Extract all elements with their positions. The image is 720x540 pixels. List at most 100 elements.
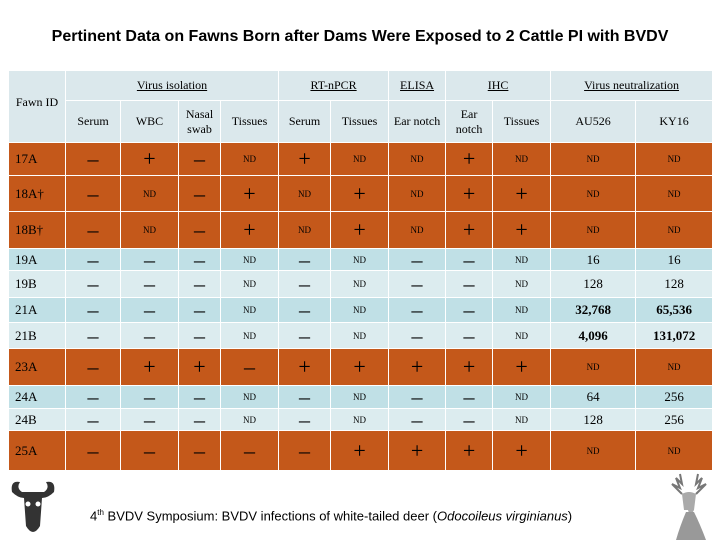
table-cell: – — [388, 248, 447, 271]
column-header: Tissues — [330, 100, 390, 143]
table-cell: – — [65, 248, 121, 271]
table-cell: – — [278, 270, 332, 298]
table-row: 19B – – – ND – ND – – ND 128 128 — [8, 270, 714, 298]
table-cell: 16 — [550, 248, 637, 271]
table-cell: ND — [278, 211, 332, 249]
table-cell: – — [445, 322, 494, 349]
table-cell: ND — [120, 175, 179, 212]
table-cell: + — [492, 430, 552, 471]
row-id: 21B — [8, 322, 66, 349]
table-cell: – — [65, 408, 121, 431]
table-cell: ND — [635, 175, 714, 212]
table-cell: – — [388, 270, 447, 298]
table-cell: – — [65, 348, 121, 386]
group-header: Virus isolation — [64, 70, 280, 101]
table-cell: + — [120, 348, 179, 386]
table-cell: + — [492, 348, 552, 386]
table-row: 21A – – – ND – ND – – ND 32,768 65,536 — [8, 297, 714, 323]
group-header: Fawn ID — [8, 70, 66, 143]
table-cell: ND — [388, 142, 447, 176]
footer-text: BVDV Symposium: BVDV infections of white… — [103, 508, 437, 524]
table-cell: – — [445, 248, 494, 271]
table-cell: ND — [219, 322, 280, 349]
table-cell: 65,536 — [635, 297, 714, 323]
table-cell: + — [219, 211, 280, 249]
table-cell: – — [178, 385, 221, 409]
column-header: KY16 — [635, 100, 714, 143]
table-cell: ND — [550, 142, 637, 176]
table-cell: ND — [330, 270, 390, 298]
table-row: 18B† – ND – + ND + ND + + ND ND — [8, 211, 714, 249]
column-header: Tissues — [492, 100, 552, 143]
table-cell: – — [65, 430, 121, 471]
table-cell: ND — [330, 322, 390, 349]
table-cell: + — [178, 348, 221, 386]
table-row: 25A – – – – – + + + + ND ND — [8, 430, 714, 471]
table-cell: ND — [219, 270, 280, 298]
table-cell: ND — [278, 175, 332, 212]
table-cell: + — [492, 211, 552, 249]
group-header: IHC — [445, 70, 552, 101]
table-cell: + — [388, 348, 447, 386]
table-cell: – — [178, 270, 221, 298]
footer-text: ) — [567, 508, 573, 524]
table-cell: + — [330, 175, 390, 212]
table-row: 21B – – – ND – ND – – ND 4,096 131,072 — [8, 322, 714, 349]
table-cell: – — [120, 430, 179, 471]
table-cell: + — [330, 348, 390, 386]
table-cell: ND — [219, 297, 280, 323]
table-cell: – — [65, 175, 121, 212]
row-id: 17A — [8, 142, 66, 176]
table-cell: – — [178, 430, 221, 471]
table-cell: + — [278, 142, 332, 176]
table-cell: ND — [330, 385, 390, 409]
column-header: AU526 — [550, 100, 637, 143]
table-cell: ND — [492, 297, 552, 323]
table-cell: ND — [330, 142, 390, 176]
table-cell: ND — [635, 430, 714, 471]
table-cell: – — [219, 348, 280, 386]
table-cell: 131,072 — [635, 322, 714, 349]
table-cell: 128 — [550, 408, 637, 431]
table-cell: – — [178, 142, 221, 176]
table-cell: + — [445, 142, 494, 176]
header-row: Fawn ID Virus isolation RT-nPCR ELISA IHC Vir… — [8, 70, 714, 143]
table-cell: – — [65, 270, 121, 298]
column-header: Tissues — [219, 100, 280, 143]
table-cell: – — [65, 322, 121, 349]
group-header: ELISA — [388, 70, 447, 101]
table-cell: ND — [388, 211, 447, 249]
table-row: 18A† – ND – + ND + ND + + ND ND — [8, 175, 714, 212]
footer-text: 4 — [90, 508, 98, 524]
table-cell: ND — [492, 270, 552, 298]
table-cell: – — [388, 297, 447, 323]
table-cell: – — [178, 211, 221, 249]
table-cell: + — [492, 175, 552, 212]
table-cell: ND — [550, 430, 637, 471]
row-id: 24B — [8, 408, 66, 431]
row-id: 18B† — [8, 211, 66, 249]
table-cell: ND — [330, 297, 390, 323]
table-row: 19A – – – ND – ND – – ND 16 16 — [8, 248, 714, 271]
table-cell: 4,096 — [550, 322, 637, 349]
table-cell: ND — [330, 248, 390, 271]
table-cell: – — [388, 322, 447, 349]
group-header: Virus neutralization — [550, 70, 714, 101]
table-cell: + — [445, 430, 494, 471]
table-cell: – — [120, 408, 179, 431]
table-cell: – — [120, 270, 179, 298]
row-id: 19B — [8, 270, 66, 298]
table-cell: ND — [492, 248, 552, 271]
table-cell: – — [178, 322, 221, 349]
table-cell: – — [65, 211, 121, 249]
table-cell: – — [278, 248, 332, 271]
table-row: 23A – + + – + + + + + ND ND — [8, 348, 714, 386]
table-cell: ND — [492, 322, 552, 349]
table-cell: – — [278, 322, 332, 349]
header-row: Serum WBC Nasal swab Tissues Serum Tissues Ear… — [9, 100, 714, 143]
table-cell: – — [120, 297, 179, 323]
table-cell: – — [120, 385, 179, 409]
data-table: Fawn ID Virus isolation RT-nPCR ELISA IHC Vir… — [8, 70, 714, 471]
table-cell: + — [219, 175, 280, 212]
